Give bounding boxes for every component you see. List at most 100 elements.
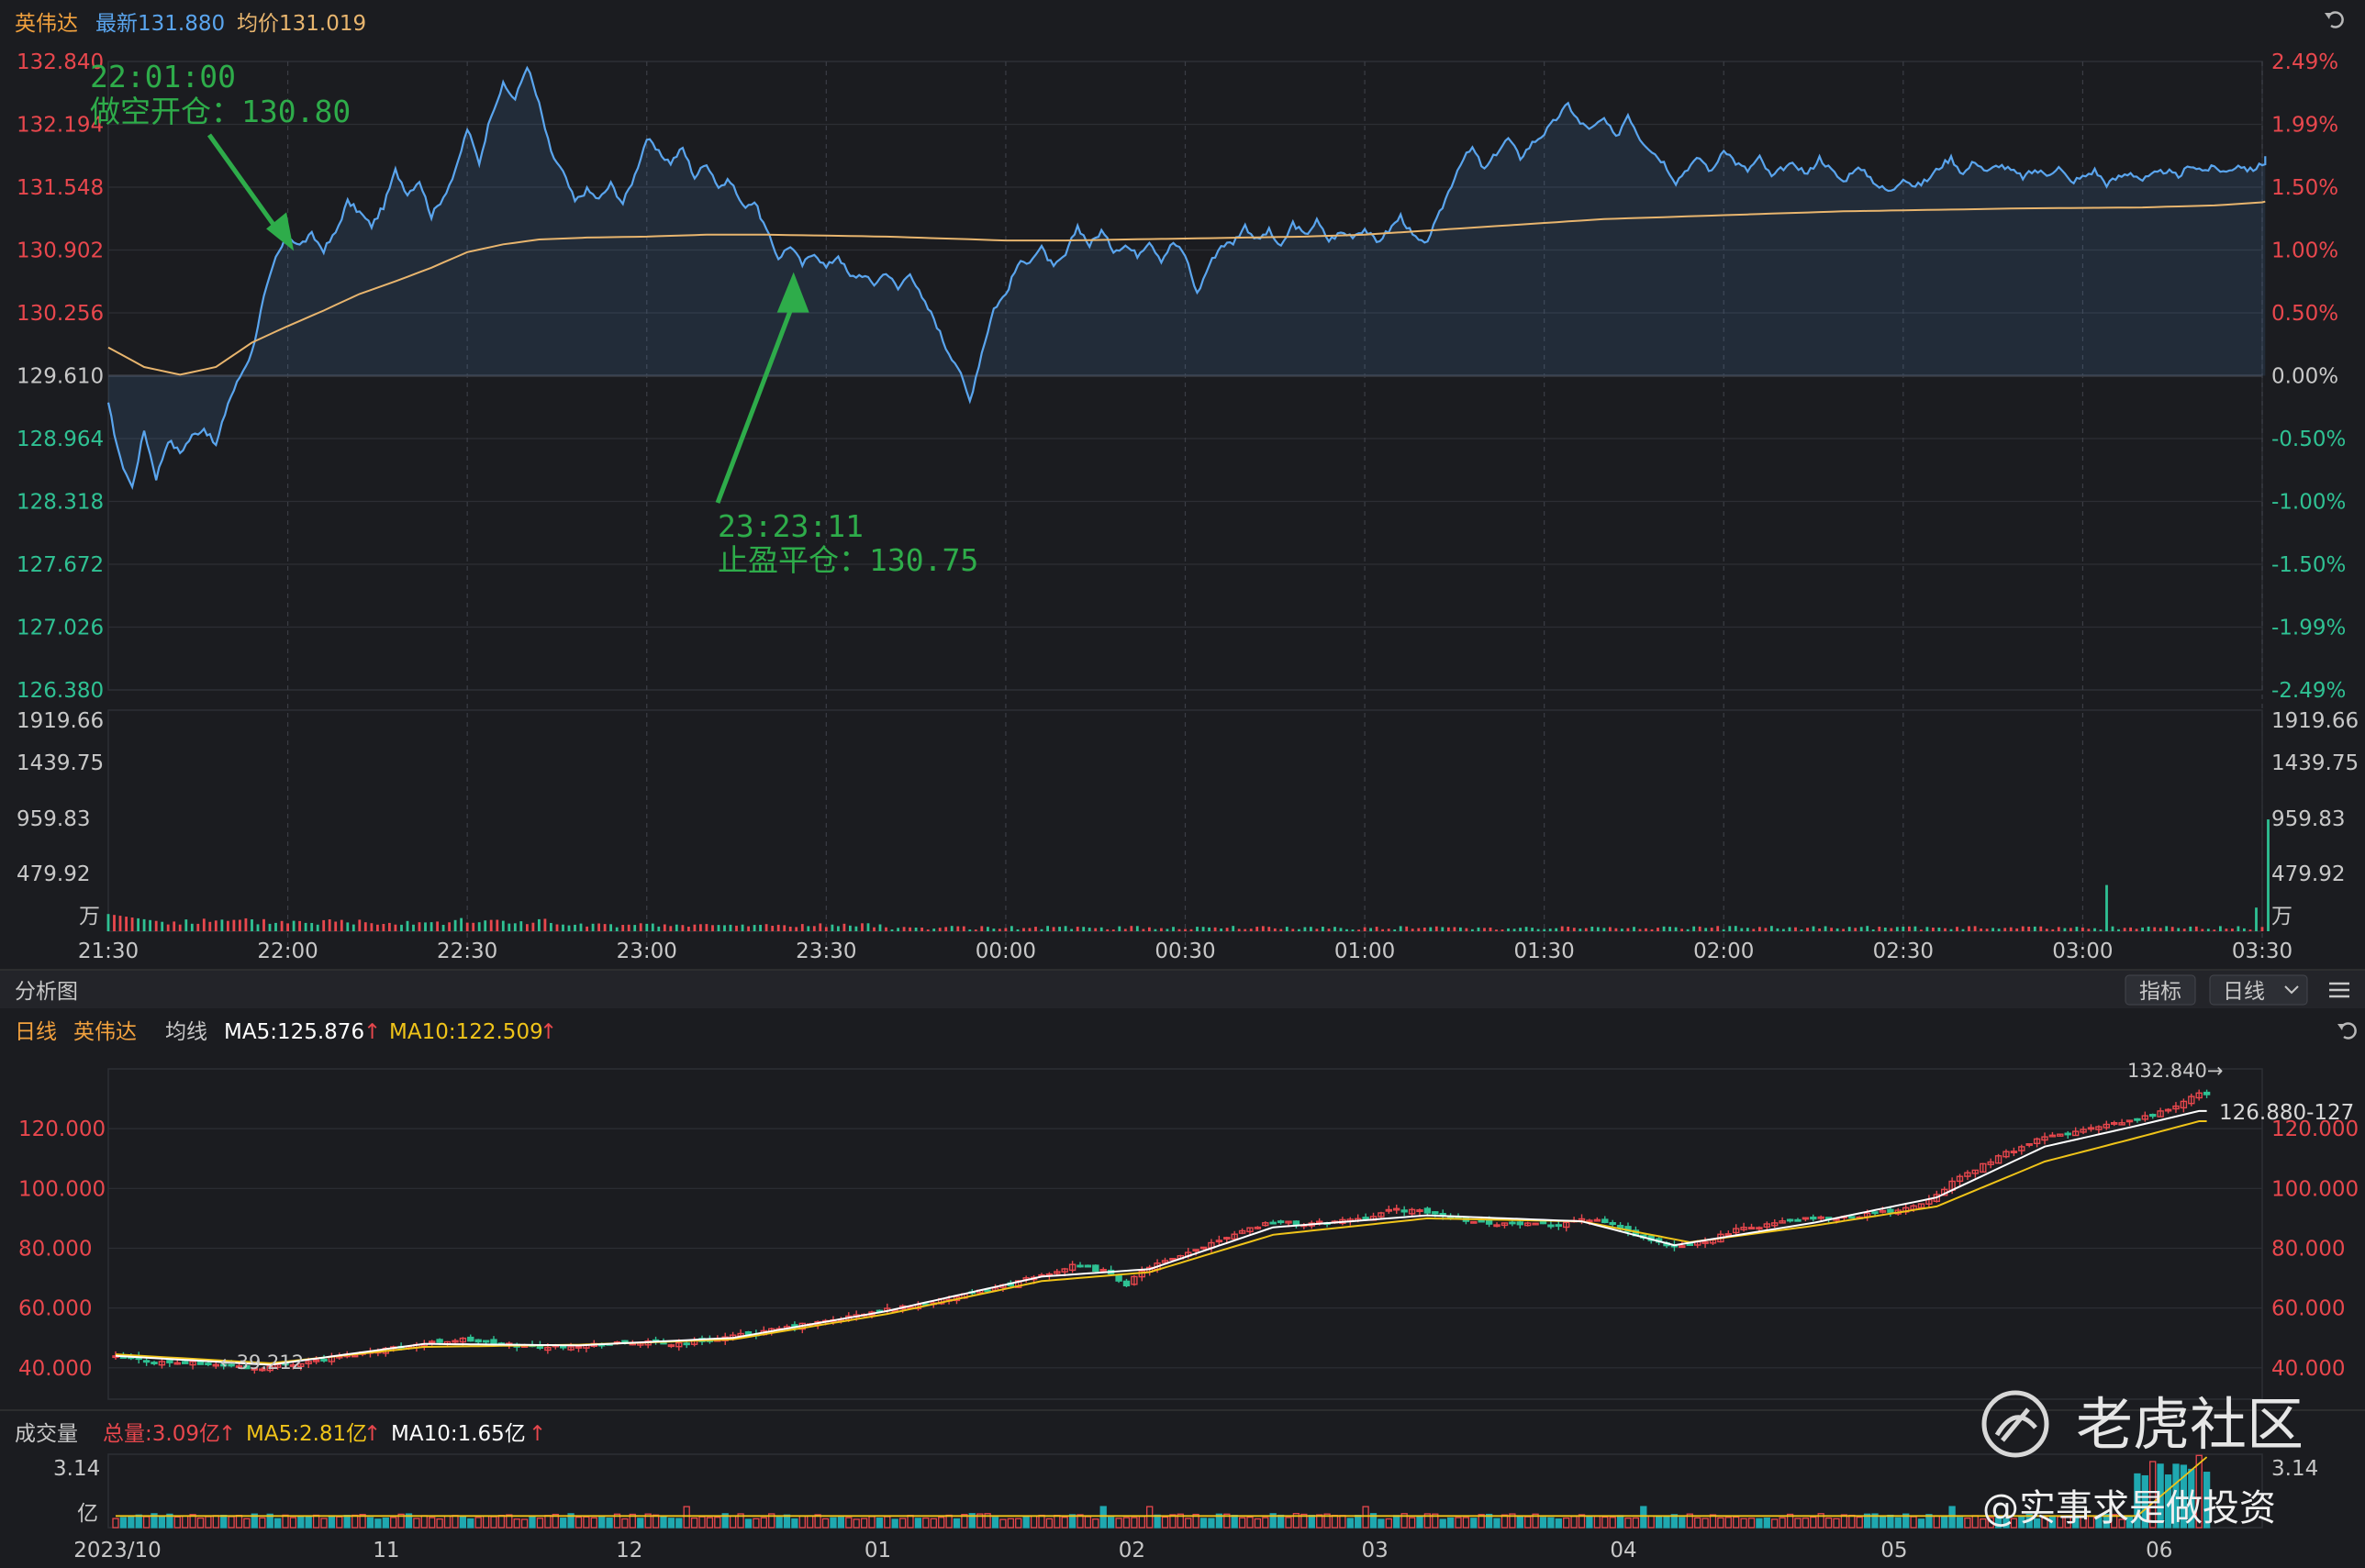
indicator-button[interactable] (2125, 974, 2196, 1006)
candle-body (683, 1342, 690, 1346)
candle-body (1084, 1264, 1092, 1268)
volume-bar (1932, 928, 1935, 931)
candle-body (1099, 1268, 1107, 1272)
volume-bar (2051, 929, 2055, 931)
daily-volume-bar (196, 1517, 205, 1529)
volume-bar (429, 922, 433, 931)
daily-volume-bar (1385, 1518, 1392, 1529)
volume-bar (262, 918, 265, 931)
volume-bar (220, 919, 224, 931)
volume-bar (1034, 927, 1037, 931)
volume-bar (980, 926, 984, 931)
candle-body (1562, 1221, 1570, 1229)
volume-bar (526, 924, 529, 931)
volume-bar (1220, 929, 1222, 931)
volume-bar (1123, 929, 1127, 931)
time-tick-label: 03:30 (2232, 940, 2292, 963)
daily-volume-bar (860, 1518, 868, 1529)
volume-bar (1692, 926, 1696, 931)
daily-volume-bar (259, 1517, 266, 1529)
volume-bar (2231, 929, 2234, 931)
volume-bar (783, 925, 786, 931)
volume-bar (1949, 929, 1953, 931)
hamburger-menu-icon[interactable] (2329, 982, 2349, 998)
volume-bar (1596, 927, 1600, 931)
volume-bar (2237, 926, 2240, 931)
daily-volume-bar (1663, 1516, 1670, 1529)
volume-bar (1973, 926, 1977, 931)
volume-bar (1638, 929, 1642, 931)
period-dropdown[interactable] (2209, 974, 2308, 1006)
daily-volume-bar (667, 1518, 675, 1529)
volume-bar (1135, 926, 1139, 931)
volume-bar (304, 922, 307, 931)
daily-volume-bar (922, 1517, 930, 1529)
daily-volume-bar (999, 1518, 1007, 1529)
average-price-line (107, 200, 2266, 376)
undo-arrow-icon[interactable] (2337, 1022, 2357, 1040)
volume-bar (2129, 927, 2132, 931)
volume-bar (800, 924, 804, 931)
volume-bar (633, 925, 637, 931)
daily-ma5-label: MA5:125.876 (224, 1020, 364, 1044)
volume-bar (795, 927, 798, 931)
volume-bar (669, 926, 673, 931)
volume-bar (1662, 926, 1666, 931)
daily-volume-bar (1817, 1513, 1824, 1529)
volume-bar (2135, 929, 2138, 931)
volume-bar (1776, 928, 1779, 931)
volume-bar (441, 925, 445, 931)
daily-volume-bar (2172, 1463, 2180, 1529)
volume-bar (1447, 927, 1450, 931)
candle-body (142, 1360, 151, 1363)
daily-volume-bar (173, 1516, 181, 1529)
daily-volume-bar (552, 1513, 559, 1529)
volume-bar (1674, 927, 1678, 931)
volume-bar (1794, 927, 1797, 931)
daily-volume-bar (1516, 1516, 1523, 1529)
daily-volume-bar (706, 1517, 714, 1529)
volume-bar (651, 923, 654, 931)
volume-bar (1016, 929, 1020, 931)
volume-bar (842, 923, 846, 931)
volume-tick-label: 479.92 (17, 862, 90, 886)
daily-volume-bar (737, 1513, 744, 1529)
intraday-latest-price: 最新131.880 (95, 12, 225, 36)
daily-volume-bar (1122, 1517, 1131, 1529)
candle-body (266, 1365, 273, 1372)
volume-bar (1046, 926, 1049, 931)
daily-volume-bar (1485, 1513, 1493, 1529)
daily-volume-bar (520, 1518, 529, 1529)
volume-bar (268, 923, 272, 931)
volume-bar (208, 921, 212, 931)
candle-body (189, 1361, 196, 1366)
undo-arrow-icon[interactable] (2325, 11, 2344, 28)
daily-volume-bar (991, 1517, 999, 1529)
daily-ma10-arrow: ↑ (540, 1020, 557, 1044)
daily-price-tick-right: 60.000 (2271, 1297, 2345, 1321)
candle-body (305, 1361, 312, 1365)
daily-volume-bar (938, 1517, 945, 1529)
daily-volume-bar (1733, 1516, 1740, 1529)
candle-body (2025, 1142, 2033, 1146)
date-tick-label: 12 (616, 1539, 642, 1562)
volume-bar (2015, 928, 2019, 931)
daily-volume-bar (583, 1516, 590, 1529)
candle-body (1362, 1217, 1369, 1220)
volume-bar (1590, 927, 1594, 931)
daily-low-label: ←39.212 (220, 1351, 304, 1373)
candle-body (1817, 1216, 1824, 1219)
daily-volume-bar (1231, 1515, 1238, 1529)
daily-volume-bar (1779, 1517, 1786, 1529)
daily-volume-bar (984, 1513, 991, 1529)
daily-price-axis: 120.000 120.000 100.000 100.000 80.000 80.000… (18, 1118, 2359, 1381)
volume-bar (1064, 926, 1067, 931)
volume-bar (448, 922, 451, 931)
candle-body (1285, 1220, 1292, 1224)
volume-bar (1507, 928, 1510, 931)
daily-volume-bar (783, 1514, 791, 1529)
intraday-lines (106, 65, 2267, 490)
volume-bar (926, 929, 930, 931)
candle-body (1786, 1218, 1794, 1222)
